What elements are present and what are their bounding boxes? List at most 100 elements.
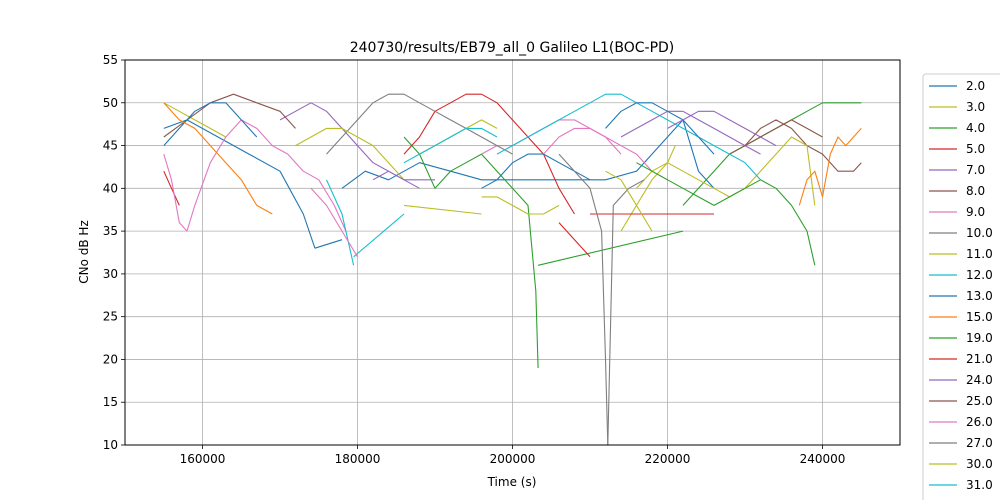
series-line [636, 136, 816, 206]
series-13.0 [163, 102, 715, 189]
series-line [481, 196, 560, 215]
y-axis: 10 15 20 25 30 35 40 45 50 55 [103, 53, 125, 452]
series-3.0 [163, 102, 676, 232]
y-tick-label: 25 [103, 310, 118, 324]
legend-entry: 21.0 [929, 352, 993, 366]
legend-entry: 5.0 [929, 142, 985, 156]
x-tick-label: 200000 [490, 452, 536, 466]
legend-label: 21.0 [966, 352, 993, 366]
series-line [481, 153, 591, 189]
legend-label: 25.0 [966, 394, 993, 408]
legend: 2.0 3.0 4.0 5.0 7.0 8.0 9.0 10.0 11.0 12.0 13.0 15.… [922, 73, 1000, 500]
series-line [403, 93, 575, 215]
series-line [496, 93, 761, 181]
plot-series [163, 93, 862, 445]
legend-entry: 13.0 [929, 289, 993, 303]
y-tick-label: 30 [103, 267, 118, 281]
x-tick-label: 220000 [645, 452, 691, 466]
legend-label: 15.0 [966, 310, 993, 324]
legend-entry: 8.0 [929, 184, 985, 198]
legend-label: 10.0 [966, 226, 993, 240]
series-15.0 [163, 102, 862, 215]
series-line [326, 93, 513, 155]
legend-label: 3.0 [966, 100, 985, 114]
y-tick-label: 45 [103, 139, 118, 153]
legend-label: 27.0 [966, 436, 993, 450]
y-axis-label: CNo dB Hz [77, 220, 91, 284]
legend-label: 30.0 [966, 457, 993, 471]
series-line [295, 127, 405, 181]
series-line [163, 102, 227, 138]
y-tick-label: 35 [103, 224, 118, 238]
legend-entry: 26.0 [929, 415, 993, 429]
series-line [605, 170, 653, 232]
legend-entry: 25.0 [929, 394, 993, 408]
series-line [314, 239, 343, 249]
legend-label: 4.0 [966, 121, 985, 135]
legend-box [922, 73, 1000, 500]
legend-label: 2.0 [966, 79, 985, 93]
legend-entry: 15.0 [929, 310, 993, 324]
x-axis: 160000 180000 200000 220000 240000 [180, 445, 846, 466]
series-line [543, 127, 622, 155]
x-axis-label: Time (s) [487, 475, 537, 489]
series-line [403, 204, 482, 215]
y-tick-label: 20 [103, 352, 118, 366]
series-10.0 [326, 93, 513, 155]
series-line [310, 187, 358, 258]
legend-entry: 12.0 [929, 268, 993, 282]
series-line [636, 162, 816, 266]
series-line [558, 153, 609, 445]
series-line [372, 170, 420, 189]
legend-items: 2.0 3.0 4.0 5.0 7.0 8.0 9.0 10.0 11.0 12.0 13.0 15.… [929, 79, 993, 492]
series-24.0 [372, 110, 777, 189]
legend-label: 26.0 [966, 415, 993, 429]
grid-lines [125, 59, 900, 446]
series-4.0 [403, 102, 862, 369]
series-line [163, 102, 273, 215]
series-line [798, 128, 862, 206]
series-12.0 [325, 93, 761, 266]
legend-entry: 9.0 [929, 205, 985, 219]
series-line [163, 119, 316, 249]
series-21.0 [558, 213, 714, 258]
series-line [744, 119, 823, 147]
legend-entry: 24.0 [929, 373, 993, 387]
legend-label: 13.0 [966, 289, 993, 303]
legend-label: 7.0 [966, 163, 985, 177]
legend-label: 11.0 [966, 247, 993, 261]
series-27.0 [558, 153, 645, 445]
y-tick-label: 55 [103, 53, 118, 67]
series-line [325, 179, 355, 266]
legend-label: 12.0 [966, 268, 993, 282]
series-line [607, 179, 645, 445]
series-line [558, 222, 591, 258]
legend-entry: 4.0 [929, 121, 985, 135]
legend-entry: 10.0 [929, 226, 993, 240]
x-tick-label: 240000 [800, 452, 846, 466]
legend-entry: 31.0 [929, 478, 993, 492]
series-line [163, 119, 347, 232]
series-19.0 [636, 162, 816, 266]
legend-label: 31.0 [966, 478, 993, 492]
chart-title: 240730/results/EB79_all_0 Galileo L1(BOC… [350, 40, 675, 56]
legend-label: 5.0 [966, 142, 985, 156]
series-line [605, 102, 715, 155]
legend-entry: 11.0 [929, 247, 993, 261]
series-25.0 [744, 119, 823, 147]
x-tick-label: 160000 [180, 452, 226, 466]
series-line [163, 102, 258, 146]
series-26.0 [310, 127, 622, 258]
series-31.0 [403, 127, 498, 164]
series-line [682, 102, 862, 206]
series-line [419, 119, 498, 155]
series-line [729, 119, 862, 172]
series-line [537, 230, 684, 266]
legend-entry: 30.0 [929, 457, 993, 471]
series-line [403, 127, 498, 164]
y-tick-label: 15 [103, 395, 118, 409]
legend-entry: 27.0 [929, 436, 993, 450]
legend-label: 19.0 [966, 331, 993, 345]
y-tick-label: 40 [103, 181, 118, 195]
